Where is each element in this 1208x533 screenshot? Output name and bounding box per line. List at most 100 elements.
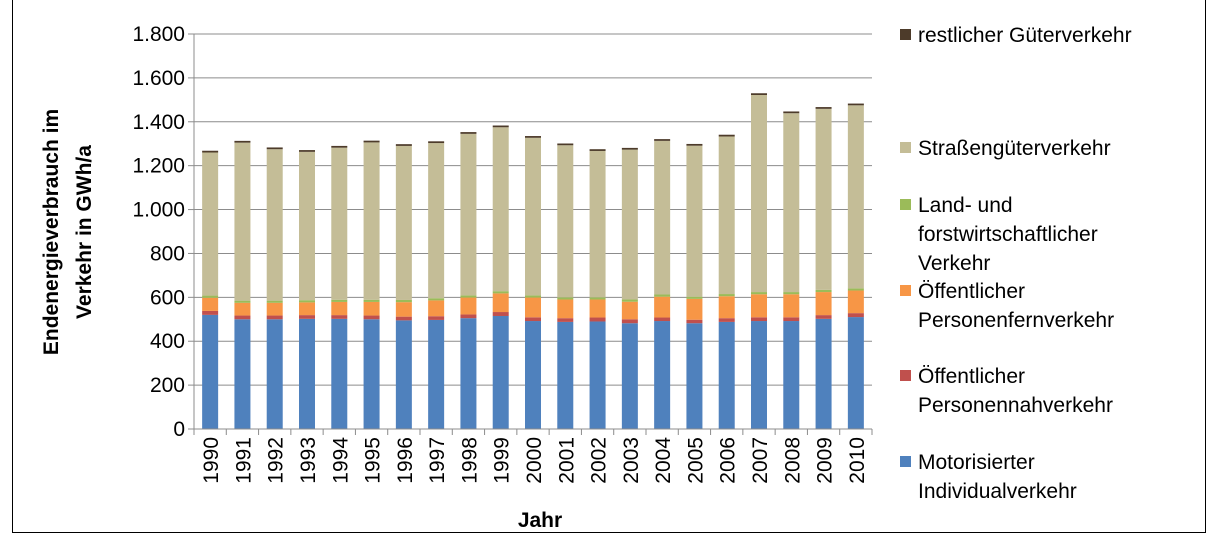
axes	[193, 34, 873, 435]
y-tick-label: 1.200	[132, 155, 185, 178]
bar-segment	[783, 294, 800, 318]
bar-segment	[492, 125, 509, 128]
legend-label: Motorisierter	[918, 451, 1035, 474]
bar-segment	[492, 312, 509, 316]
legend-swatch	[900, 29, 911, 40]
bar-segment	[234, 319, 251, 429]
x-tick-label: 1992	[265, 437, 288, 484]
bar-segment	[266, 315, 283, 320]
legend-swatch	[900, 285, 911, 296]
bar-segment	[363, 301, 380, 316]
bar-segment	[363, 299, 380, 302]
legend-swatch	[900, 370, 911, 381]
legend-label: Straßengüterverkehr	[918, 137, 1111, 160]
bar-segment	[234, 315, 251, 320]
bar-segment	[266, 319, 283, 429]
bars	[202, 93, 864, 429]
y-axis-title-line: Verkehr in GWh/a	[73, 145, 96, 319]
bar-segment	[460, 297, 477, 315]
y-tick-label: 0	[173, 418, 185, 441]
x-tick-label: 1999	[491, 437, 514, 484]
bar-segment	[751, 317, 767, 322]
bar-segment	[492, 127, 509, 292]
bar-segment	[428, 319, 445, 429]
bar-segment	[815, 107, 832, 109]
bar-segment	[654, 296, 671, 318]
bar-segment	[751, 294, 767, 318]
legend-label: Öffentlicher	[918, 365, 1025, 388]
bar-segment	[589, 297, 606, 300]
bar-segment	[815, 318, 832, 429]
bar-segment	[234, 140, 251, 143]
legend-label: Personennahverkehr	[918, 394, 1113, 417]
legend-label: Land- und	[918, 194, 1013, 217]
x-tick-label: 1991	[232, 437, 255, 484]
bar-segment	[525, 136, 541, 138]
x-tick-label: 2009	[814, 437, 837, 484]
bar-segment	[686, 319, 703, 324]
bar-segment	[299, 318, 315, 429]
bar-segment	[718, 294, 735, 297]
legend-swatch	[900, 456, 911, 467]
bar-segment	[621, 323, 638, 429]
bar-segment	[395, 145, 412, 300]
legend-label: Personenfernverkehr	[918, 309, 1114, 332]
bar-segment	[428, 298, 445, 301]
x-tick-labels: 1990 1991 1992 1993 1994 1995 1996 1997 1998 1999…	[200, 437, 869, 484]
x-tick-label: 2000	[523, 437, 546, 484]
bar-segment	[525, 137, 541, 296]
bar-segment	[557, 143, 574, 146]
bar-segment	[621, 149, 638, 300]
bar-segment	[525, 321, 541, 429]
legend-label: restlicher Güterverkehr	[918, 24, 1132, 47]
bar-segment	[654, 294, 671, 297]
legend: restlicher Güterverkehr Straßengüterverke…	[900, 24, 1132, 503]
bar-segment	[492, 291, 509, 294]
bar-segment	[718, 136, 735, 295]
x-tick-label: 2004	[652, 437, 675, 484]
bar-segment	[783, 113, 800, 293]
bar-segment	[428, 143, 445, 299]
bar-segment	[686, 143, 703, 146]
y-tick-label: 400	[150, 330, 185, 353]
bar-segment	[266, 300, 283, 303]
bar-segment	[202, 295, 219, 298]
bar-segment	[266, 147, 283, 150]
bar-segment	[331, 318, 348, 429]
bar-segment	[589, 321, 606, 429]
y-tick-label: 1.800	[132, 23, 185, 46]
y-axis-title: Endenergieverbrauch im Verkehr in GWh/a	[40, 109, 96, 355]
bar-segment	[331, 145, 348, 148]
x-tick-label: 1998	[458, 437, 481, 484]
y-tick-labels: 0 200 400 600 800 1.000 1.200 1.400 1.600 1.800	[132, 23, 185, 441]
x-tick-label: 2003	[620, 437, 643, 484]
y-axis-title-line: Endenergieverbrauch im	[40, 109, 63, 355]
y-tick-label: 200	[150, 374, 185, 397]
bar-segment	[686, 296, 703, 299]
x-tick-label: 1994	[329, 437, 352, 484]
bar-segment	[395, 302, 412, 317]
bar-segment	[299, 300, 315, 303]
bar-segment	[525, 297, 541, 318]
bar-segment	[202, 314, 219, 429]
bar-segment	[202, 310, 219, 315]
x-tick-label: 2002	[588, 437, 611, 484]
bar-segment	[492, 315, 509, 429]
bar-segment	[234, 302, 251, 316]
bar-segment	[363, 319, 380, 429]
bar-segment	[621, 319, 638, 324]
bar-segment	[654, 139, 671, 141]
bar-segment	[395, 316, 412, 321]
bar-segment	[299, 151, 315, 301]
y-tick-label: 1.000	[132, 199, 185, 222]
bar-segment	[847, 313, 864, 318]
bar-segment	[460, 295, 477, 298]
bar-segment	[718, 318, 735, 322]
bar-segment	[847, 288, 864, 291]
bar-segment	[654, 140, 671, 295]
bar-segment	[557, 299, 574, 319]
bar-segment	[718, 296, 735, 319]
bar-segment	[266, 302, 283, 316]
bar-segment	[621, 301, 638, 320]
